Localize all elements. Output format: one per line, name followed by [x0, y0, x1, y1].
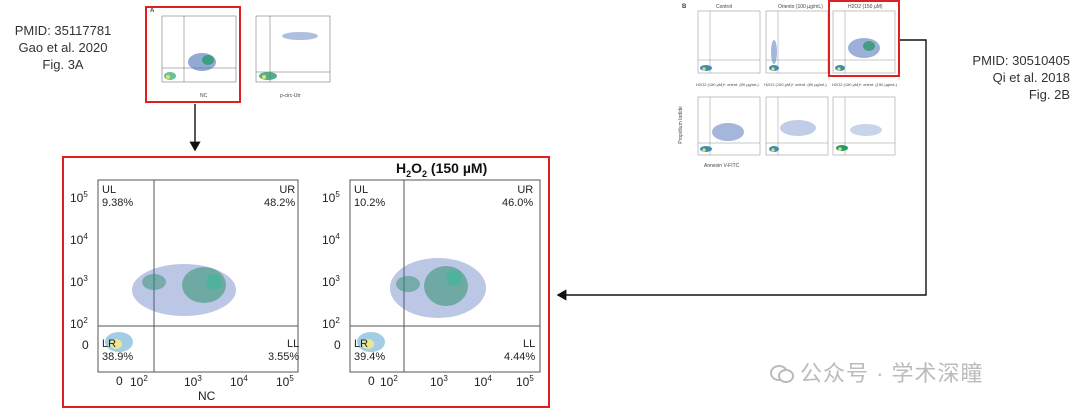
- left-author: Gao et al. 2020: [18, 40, 108, 55]
- left-thumb-plot-1: [161, 15, 237, 83]
- h2o2-ul: UL 10.2%: [354, 184, 386, 209]
- h2o2-ytick-5: 105: [322, 190, 340, 205]
- watermark: 公众号 · 学术深瞳: [770, 356, 984, 388]
- nc-xtick-0: 0: [116, 374, 123, 388]
- h2o2-ll: LL 4.44%: [504, 338, 536, 363]
- h2o2-xtick-5: 105: [516, 374, 534, 389]
- right-thumb-title-1: Control: [716, 4, 733, 10]
- left-highlight-box: [145, 6, 241, 103]
- nc-xtick-5: 105: [276, 374, 294, 389]
- h2o2-ytick-2: 102: [322, 316, 340, 331]
- nc-ytick-0: 0: [82, 338, 89, 352]
- right-pmid: PMID: 30510405: [972, 53, 1070, 68]
- nc-ytick-5: 105: [70, 190, 88, 205]
- right-thumb-panel-letter: B: [682, 4, 687, 10]
- h2o2-ytick-0: 0: [334, 338, 341, 352]
- right-thumb-xlabel: Annexin V-FITC: [704, 163, 740, 169]
- right-thumb-title-2: Oriento (100 µg/mL): [778, 4, 823, 10]
- nc-xlabel: NC: [198, 389, 216, 403]
- right-author: Qi et al. 2018: [992, 70, 1070, 85]
- h2o2-ytick-3: 103: [322, 274, 340, 289]
- nc-ytick-2: 102: [70, 316, 88, 331]
- nc-ytick-3: 103: [70, 274, 88, 289]
- right-figure: Fig. 2B: [1028, 87, 1070, 102]
- nc-ll: LL 3.55%: [268, 338, 300, 363]
- left-thumbnail-figure: A NC p-circ-Utr: [146, 6, 336, 99]
- h2o2-xtick-3: 103: [430, 374, 448, 389]
- right-thumb-subtitle-3: H2O2 (150 µM)+ orient. (150 µg/mL): [832, 82, 897, 87]
- h2o2-xtick-4: 104: [474, 374, 492, 389]
- right-thumb-ylabel: Propidium Iodide: [677, 106, 684, 144]
- left-thumb-plot-2: [255, 15, 331, 83]
- left-thumb-panel-letter: A: [150, 8, 155, 14]
- h2o2-ur: UR 46.0%: [502, 184, 534, 209]
- comparison-box: [62, 156, 550, 408]
- zoom-title: H2O2 (150 µM): [396, 160, 488, 179]
- nc-ytick-4: 104: [70, 232, 88, 247]
- zoom-plot-nc: UL 9.38% UR 48.2% LR 38.9% LL 3.55% 105 …: [64, 170, 304, 406]
- wechat-icon: [770, 364, 794, 384]
- h2o2-lr: LR 39.4%: [354, 338, 386, 363]
- left-thumb-plot-1-xlabel: NC: [200, 93, 208, 99]
- h2o2-ytick-4: 104: [322, 232, 340, 247]
- left-citation: PMID: 35117781 Gao et al. 2020 Fig. 3A: [10, 22, 116, 73]
- left-pmid: PMID: 35117781: [14, 23, 112, 38]
- h2o2-xtick-2: 102: [380, 374, 398, 389]
- left-thumb-plot-2-xlabel: p-circ-Utr: [280, 93, 301, 99]
- right-highlight-box: [828, 0, 900, 77]
- right-thumb-title-3: H2O2 (150 µM): [848, 4, 883, 10]
- right-citation: PMID: 30510405 Qi et al. 2018 Fig. 2B: [950, 52, 1070, 103]
- zoom-plot-h2o2: UL 10.2% UR 46.0% LR 39.4% LL 4.44% 105 …: [316, 170, 546, 406]
- right-thumb-subtitle-1: H2O2 (150 µM)+ orient. (50 µg/mL): [696, 82, 759, 87]
- nc-xtick-4: 104: [230, 374, 248, 389]
- nc-xtick-3: 103: [184, 374, 202, 389]
- nc-ul: UL 9.38%: [102, 184, 134, 209]
- nc-ur: UR 48.2%: [264, 184, 296, 209]
- nc-xtick-2: 102: [130, 374, 148, 389]
- right-thumb-subtitle-2: H2O2 (150 µM)+ orient. (80 µg/mL): [764, 82, 827, 87]
- h2o2-xtick-0: 0: [368, 374, 375, 388]
- left-figure: Fig. 3A: [42, 57, 84, 72]
- nc-lr: LR 38.9%: [102, 338, 134, 363]
